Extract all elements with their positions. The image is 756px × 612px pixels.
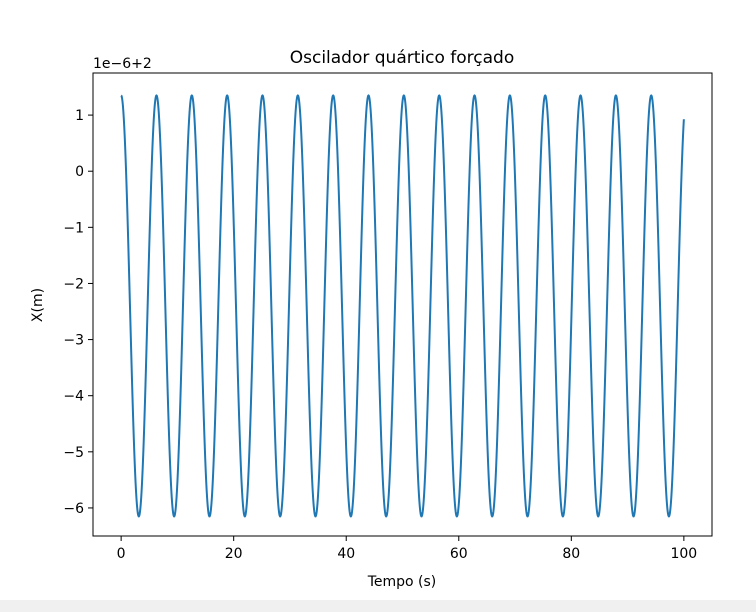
y-tick-label: −3 (63, 333, 84, 349)
y-tick-label: −5 (63, 445, 84, 461)
y-tick-label: 1 (75, 108, 84, 124)
x-axis-ticks: 0 20 40 60 80 100 (117, 536, 697, 562)
x-axis-label: Tempo (s) (367, 574, 437, 590)
y-tick-label: −6 (63, 501, 84, 517)
y-tick-label: −1 (63, 220, 84, 236)
chart-title: Oscilador quártico forçado (290, 48, 515, 68)
axes-frame (92, 72, 713, 537)
y-tick-label: −2 (63, 276, 84, 292)
x-tick-label: 80 (562, 546, 580, 562)
y-axis-label: X(m) (30, 288, 46, 322)
x-tick-label: 0 (117, 546, 126, 562)
axis-offset-text: 1e−6+2 (93, 56, 152, 72)
x-tick-label: 40 (337, 546, 355, 562)
bottom-strip (0, 600, 756, 612)
series-line (120, 94, 685, 518)
y-tick-label: −4 (63, 389, 84, 405)
x-tick-label: 60 (450, 546, 468, 562)
x-tick-label: 100 (670, 546, 697, 562)
y-axis-ticks: 1 0 −1 −2 −3 −4 −5 −6 (63, 108, 93, 517)
y-tick-label: 0 (75, 164, 84, 180)
x-tick-label: 20 (225, 546, 243, 562)
